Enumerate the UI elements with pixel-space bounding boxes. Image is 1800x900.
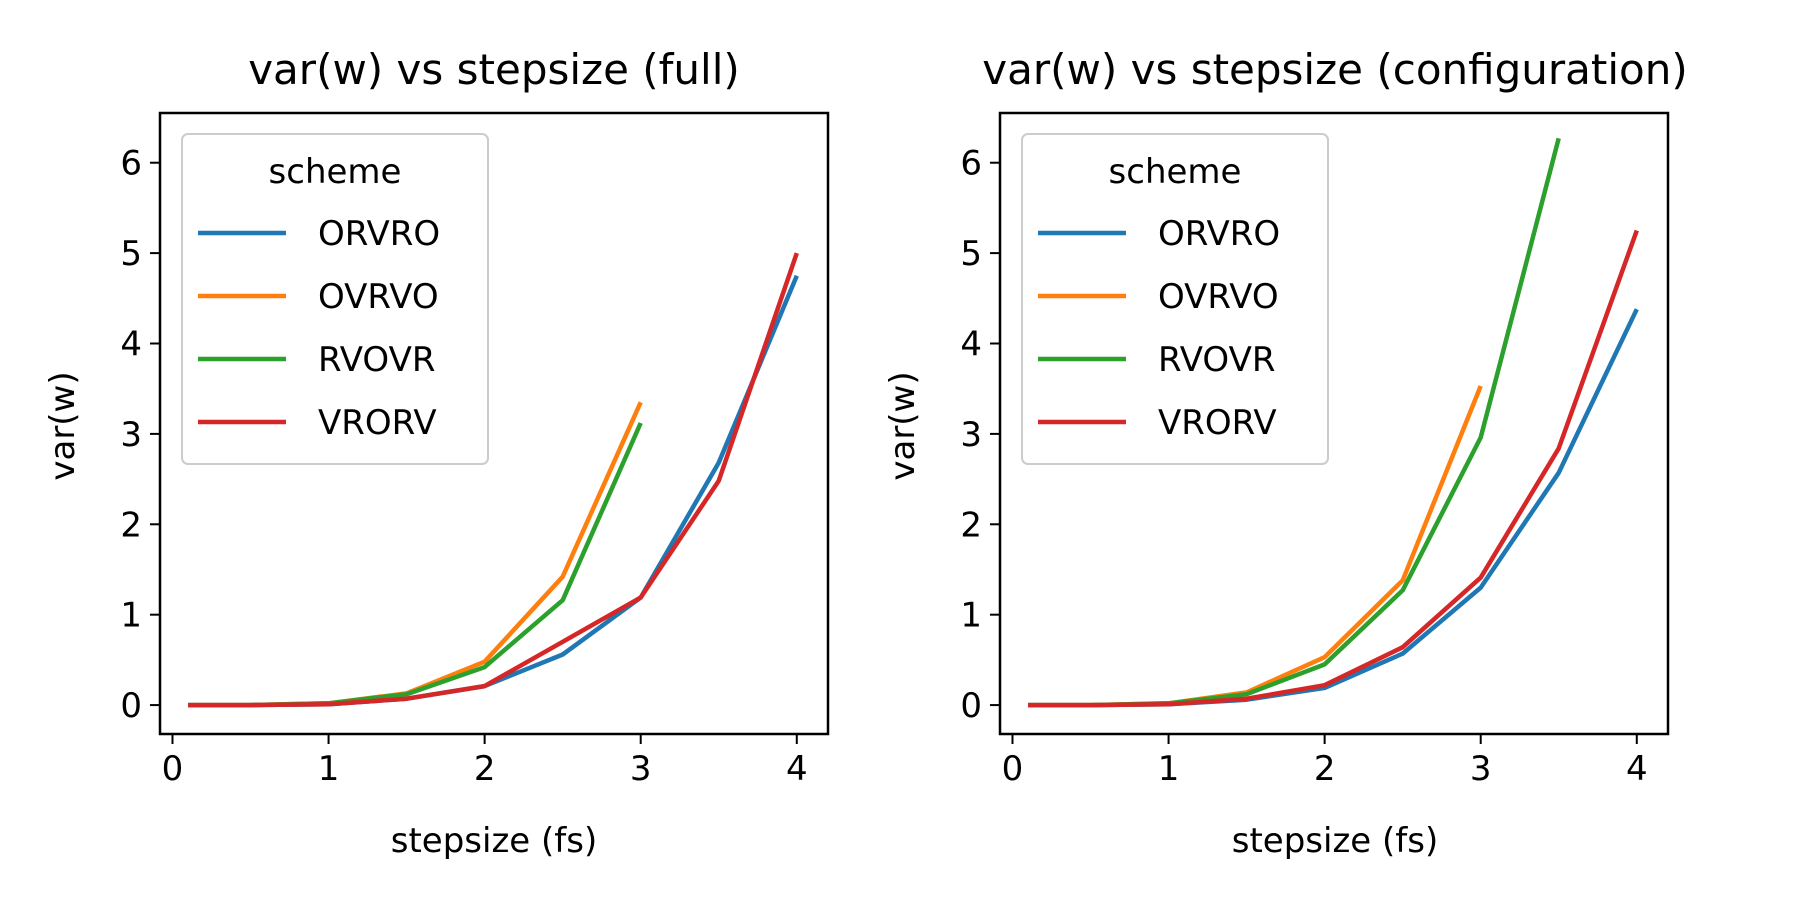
y-tick-label: 5 <box>960 234 982 274</box>
x-axis-label: stepsize (fs) <box>391 821 598 861</box>
legend-label: OVRVO <box>318 277 439 317</box>
legend-item: OVRVO <box>1038 277 1279 317</box>
chart-title: var(w) vs stepsize (configuration) <box>982 45 1687 94</box>
legend-box <box>1021 133 1329 465</box>
y-tick-label: 5 <box>120 234 142 274</box>
x-tick-label: 3 <box>1470 749 1492 789</box>
chart-panel-configuration: var(w) vs stepsize (configuration) 0 1 2 3 4… <box>883 45 1688 861</box>
axes-frame <box>998 111 1670 736</box>
x-tick-label: 2 <box>1314 749 1336 789</box>
x-tick-label: 0 <box>1002 749 1024 789</box>
x-tick-label: 3 <box>630 749 652 789</box>
legend-label: RVOVR <box>318 340 435 380</box>
series-line-vrorv <box>188 252 799 708</box>
y-tick-label: 4 <box>120 325 142 365</box>
y-tick-label: 2 <box>120 505 142 545</box>
legend: scheme ORVRO OVRVO RVOVR VRORV <box>181 133 489 465</box>
y-tick-label: 0 <box>120 686 142 726</box>
legend-box <box>181 133 489 465</box>
legend: scheme ORVRO OVRVO RVOVR VRORV <box>1021 133 1329 465</box>
y-tick-label: 6 <box>120 144 142 184</box>
legend-item: OVRVO <box>198 277 439 317</box>
legend-label: RVOVR <box>1158 340 1275 380</box>
y-axis-label: var(w) <box>43 371 83 480</box>
legend-item: ORVRO <box>1038 214 1280 254</box>
legend-item: ORVRO <box>198 214 440 254</box>
plot-area: 0 1 2 3 4 0 1 2 3 4 5 6 <box>120 111 830 789</box>
x-tick-label: 0 <box>162 749 184 789</box>
y-tick-label: 3 <box>960 415 982 455</box>
axes-frame <box>158 111 830 736</box>
y-tick-label: 1 <box>120 596 142 636</box>
x-tick-label: 4 <box>786 749 808 789</box>
x-axis-label: stepsize (fs) <box>1232 821 1439 861</box>
legend-label: OVRVO <box>1158 277 1279 317</box>
y-axis-label: var(w) <box>883 371 923 480</box>
y-tick-label: 3 <box>120 415 142 455</box>
legend-item: VRORV <box>198 403 437 443</box>
legend-title: scheme <box>1109 152 1242 192</box>
y-tick-label: 0 <box>960 686 982 726</box>
legend-label: ORVRO <box>1158 214 1280 254</box>
chart-title: var(w) vs stepsize (full) <box>248 45 740 94</box>
y-tick-label: 4 <box>960 325 982 365</box>
y-tick-label: 6 <box>960 144 982 184</box>
x-tick-label: 2 <box>474 749 496 789</box>
legend-item: RVOVR <box>1038 340 1275 380</box>
y-tick-label: 1 <box>960 596 982 636</box>
legend-label: ORVRO <box>318 214 440 254</box>
legend-label: VRORV <box>1158 403 1277 443</box>
x-tick-label: 4 <box>1626 749 1648 789</box>
chart-panel-full: var(w) vs stepsize (full) 0 1 2 3 4 0 1 2 3 4 5 6 s… <box>43 45 830 861</box>
legend-item: VRORV <box>1038 403 1277 443</box>
legend-label: VRORV <box>318 403 437 443</box>
legend-item: RVOVR <box>198 340 435 380</box>
y-tick-label: 2 <box>960 505 982 545</box>
x-tick-label: 1 <box>1158 749 1180 789</box>
x-tick-label: 1 <box>318 749 340 789</box>
series-line-vrorv <box>1028 229 1639 708</box>
legend-title: scheme <box>269 152 402 192</box>
plot-area: 0 1 2 3 4 0 1 2 3 4 5 6 <box>960 111 1670 789</box>
